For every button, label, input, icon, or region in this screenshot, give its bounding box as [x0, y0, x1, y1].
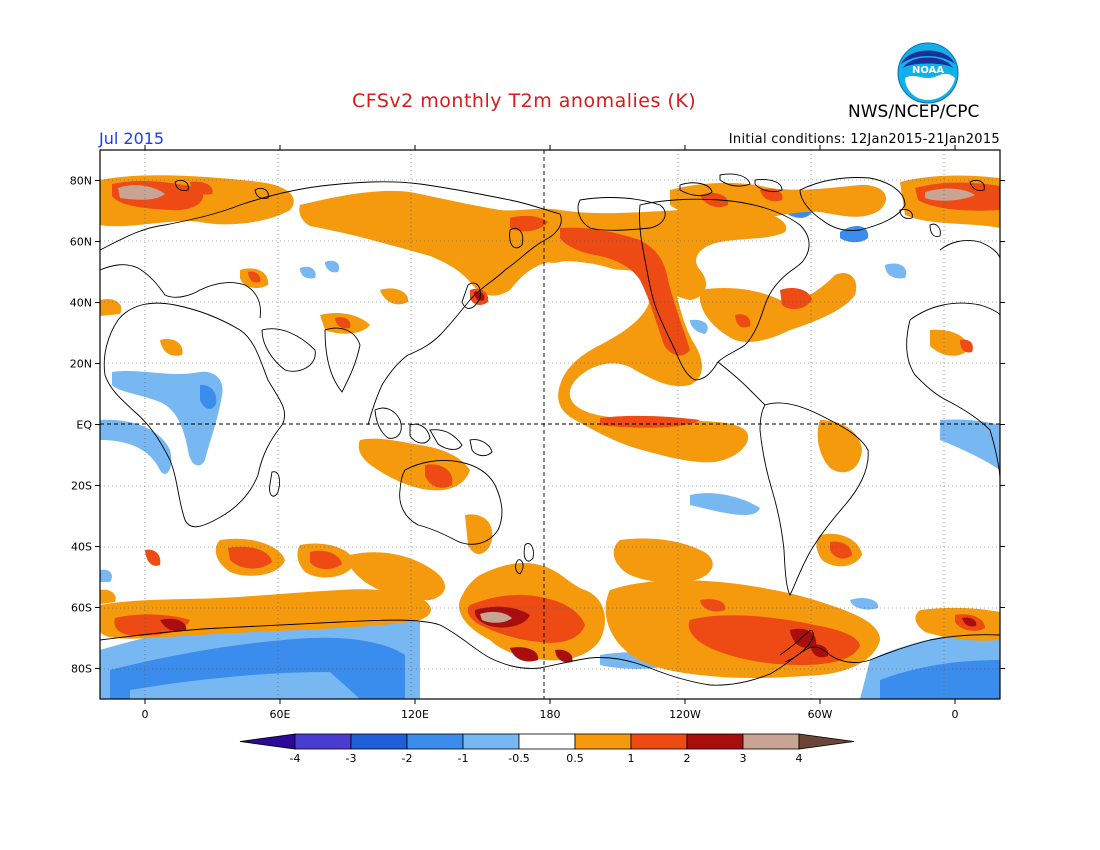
forecast-month: Jul 2015	[99, 129, 165, 148]
colorbar-segment	[518, 733, 576, 750]
colorbar-segment	[742, 733, 800, 750]
lon-label: 120W	[669, 708, 701, 721]
colorbar-segment	[406, 733, 464, 750]
colorbar-segment	[350, 733, 408, 750]
lon-label: 60W	[808, 708, 833, 721]
colorbar-label: -0.5	[508, 752, 529, 765]
noaa-logo-text: NOAA	[912, 65, 944, 76]
colorbar: -4 -3 -2 -1 -0.5 0.5 1 2 3 4	[239, 733, 855, 765]
colorbar-label: -2	[402, 752, 413, 765]
anomaly-field	[100, 150, 1000, 699]
lat-label: 20S	[71, 480, 92, 493]
lon-label: 180	[540, 708, 561, 721]
lat-label: 60N	[70, 236, 92, 249]
reference-lines	[100, 150, 1000, 699]
colorbar-segment	[686, 733, 744, 750]
lon-label: 0	[142, 708, 149, 721]
latitude-labels: 80N 60N 40N 20N EQ 20S 40S 60S 80S	[70, 175, 93, 676]
coastlines	[100, 173, 1000, 686]
lat-label: 60S	[71, 602, 92, 615]
lon-label: 120E	[401, 708, 429, 721]
colorbar-label: 3	[740, 752, 747, 765]
colorbar-segment	[294, 733, 352, 750]
colorbar-arrow-low	[239, 733, 296, 750]
colorbar-segment	[574, 733, 632, 750]
lon-label: 60E	[270, 708, 291, 721]
map-title: CFSv2 monthly T2m anomalies (K)	[352, 90, 697, 112]
colorbar-label: -1	[458, 752, 469, 765]
colorbar-arrow-high	[798, 733, 855, 750]
agency-label: NWS/NCEP/CPC	[848, 102, 980, 122]
initial-conditions: Initial conditions: 12Jan2015-21Jan2015	[728, 132, 1000, 147]
lat-label: 80N	[70, 175, 92, 188]
colorbar-label: 1	[628, 752, 635, 765]
colorbar-label: -3	[346, 752, 357, 765]
colorbar-segment	[630, 733, 688, 750]
lon-label: 0	[952, 708, 959, 721]
lat-label: 40S	[71, 541, 92, 554]
lat-label: 80S	[71, 663, 92, 676]
colorbar-label: -4	[290, 752, 301, 765]
axis-ticks	[95, 145, 1005, 704]
lat-label: EQ	[76, 419, 92, 432]
longitude-labels: 0 60E 120E 180 120W 60W 0	[142, 708, 959, 721]
colorbar-label: 2	[684, 752, 691, 765]
lat-label: 20N	[70, 358, 92, 371]
colorbar-segment	[462, 733, 520, 750]
lat-label: 40N	[70, 297, 92, 310]
colorbar-label: 0.5	[566, 752, 584, 765]
colorbar-label: 4	[796, 752, 803, 765]
noaa-logo: NOAA	[897, 42, 959, 104]
